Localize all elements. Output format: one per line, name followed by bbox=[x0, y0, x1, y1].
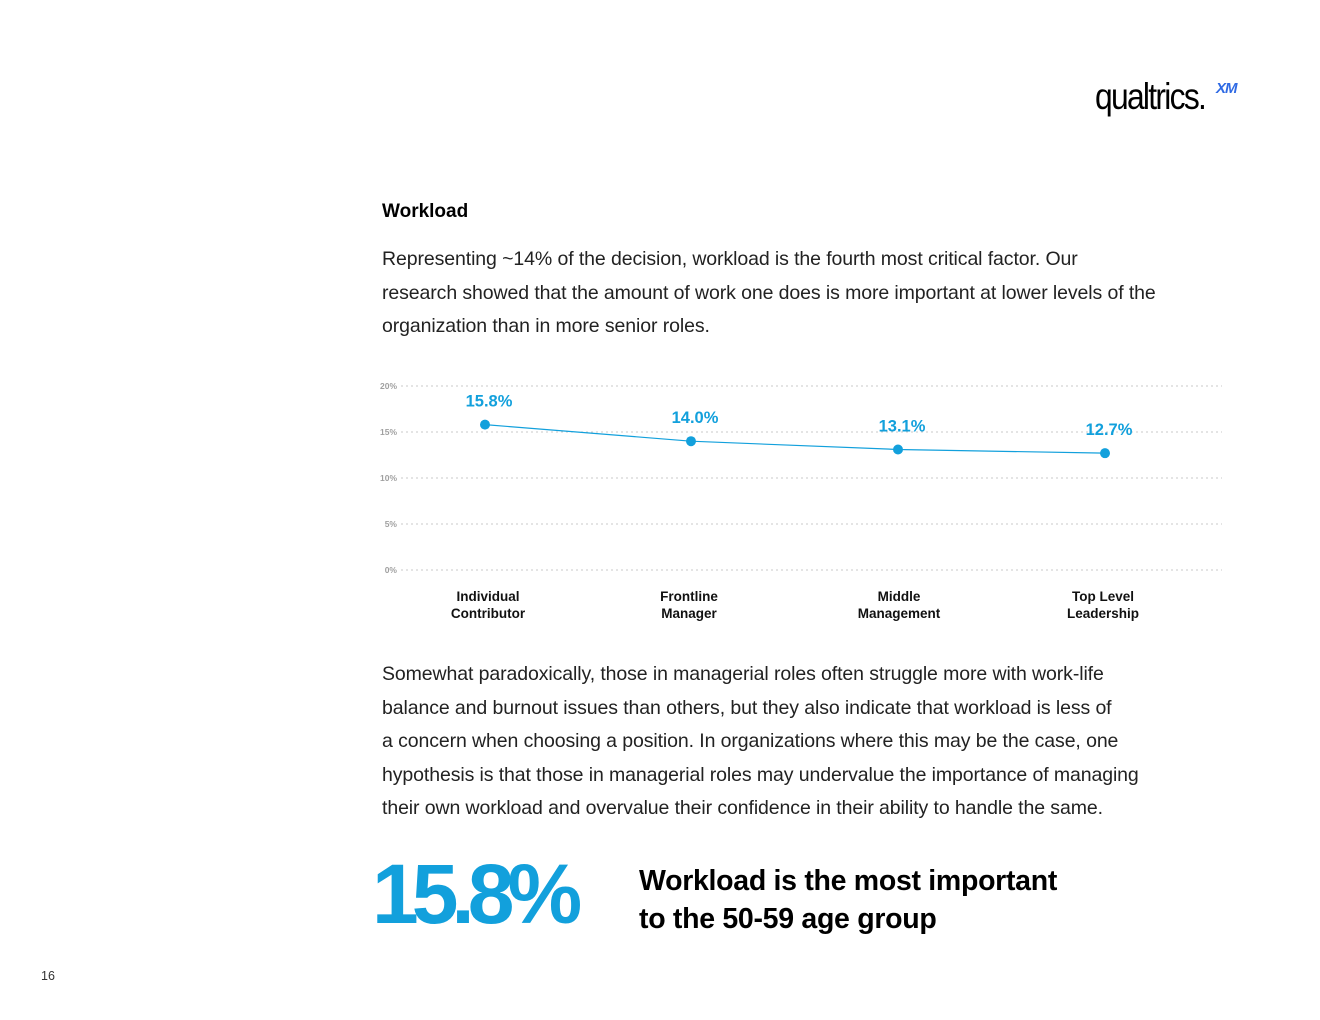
category-label-individual-contributor: Individual Contributor bbox=[450, 589, 526, 621]
body-line: Somewhat paradoxically, those in manager… bbox=[382, 663, 1104, 685]
callout-stat-value: 15.8% bbox=[372, 847, 582, 941]
qualtrics-logo: qualtrics. bbox=[1095, 76, 1207, 117]
body-line: balance and burnout issues than others, … bbox=[382, 696, 1112, 719]
data-label: 13.1% bbox=[879, 417, 926, 435]
y-tick-label: 15% bbox=[380, 427, 397, 437]
intro-line: research showed that the amount of work … bbox=[382, 281, 1156, 304]
y-tick-label: 10% bbox=[380, 473, 397, 483]
body-line: hypothesis is that those in managerial r… bbox=[382, 763, 1139, 786]
callout-caption: Workload is the most important to the 50… bbox=[639, 862, 1057, 938]
xm-logo-mark: XM bbox=[1216, 80, 1237, 97]
body-paragraph: Somewhat paradoxically, those in manager… bbox=[382, 658, 1242, 826]
category-label-top-level-leadership: Top Level Leadership bbox=[1066, 589, 1140, 621]
intro-paragraph: Representing ~14% of the decision, workl… bbox=[382, 243, 1242, 344]
data-point bbox=[1100, 448, 1110, 459]
intro-line: Representing ~14% of the decision, workl… bbox=[382, 248, 1078, 270]
callout-caption-line: to the 50-59 age group bbox=[639, 903, 937, 935]
category-label-middle-management: Middle Management bbox=[857, 589, 941, 621]
data-label: 14.0% bbox=[672, 409, 719, 427]
data-label: 15.8% bbox=[466, 393, 513, 411]
data-label: 12.7% bbox=[1086, 421, 1133, 439]
body-line: their own workload and overvalue their c… bbox=[382, 797, 1103, 819]
data-point bbox=[480, 419, 490, 430]
page-number: 16 bbox=[41, 969, 55, 983]
y-tick-label: 5% bbox=[385, 519, 398, 529]
series-line bbox=[484, 424, 1106, 454]
callout-caption-line: Workload is the most important bbox=[639, 865, 1058, 897]
y-tick-label: 0% bbox=[385, 565, 398, 575]
data-point bbox=[893, 444, 903, 455]
body-line: a concern when choosing a position. In o… bbox=[382, 730, 1119, 752]
data-point bbox=[686, 436, 696, 447]
intro-line: organization than in more senior roles. bbox=[382, 315, 710, 337]
category-label-frontline-manager: Frontline Manager bbox=[660, 589, 718, 621]
section-heading: Workload bbox=[382, 201, 469, 222]
y-tick-label: 20% bbox=[380, 381, 397, 391]
